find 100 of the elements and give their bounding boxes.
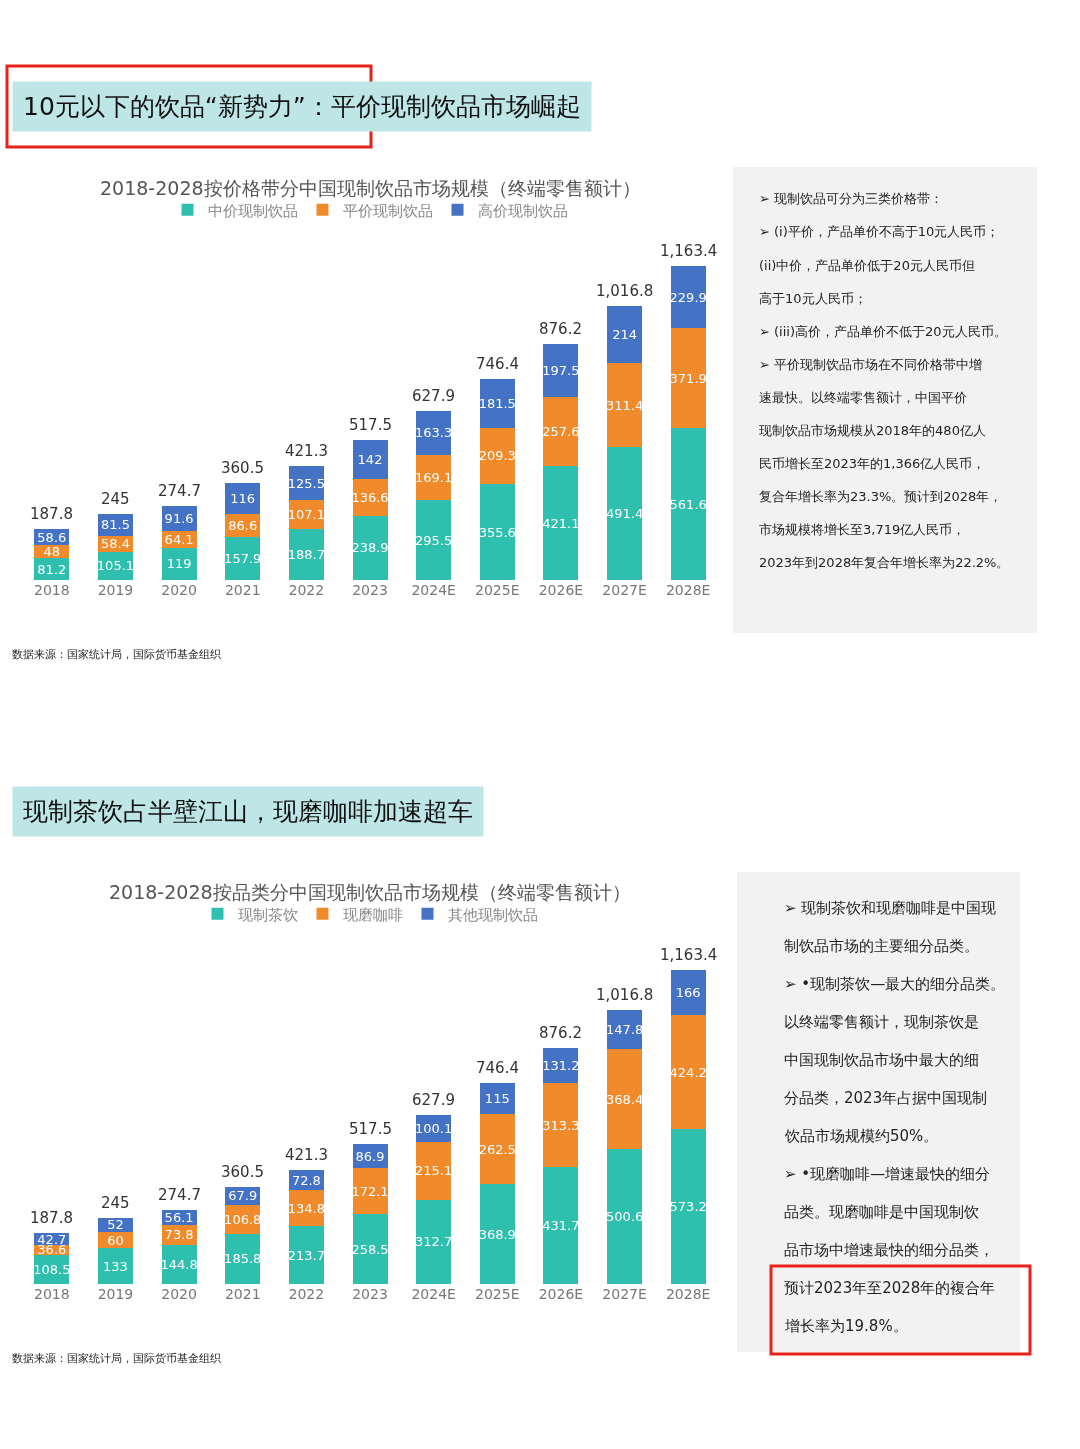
data-label: 52 [107,1217,124,1233]
data-label: 424.2 [669,1064,707,1080]
data-label: 116 [230,490,256,506]
text: 速最快。以终端零售额计，中国平价 [759,390,967,405]
x-tick-label: 2019 [97,1286,134,1302]
bar [479,484,515,580]
legend-label: 平价现制饮品 [342,201,433,220]
text: 分品类，2023年占据中国现制 [784,1089,988,1107]
x-tick-label: 2024E [411,582,456,598]
total-label: 517.5 [349,1120,392,1138]
data-label: 115 [484,1090,510,1106]
x-tick-label: 2027E [602,1286,647,1302]
text: 市场规模将增长至3,719亿人民币， [759,522,966,537]
data-label: 133 [103,1258,128,1274]
data-label: 188.7 [287,547,325,563]
bar [479,1184,515,1284]
text: 2023年到2028年复合年增长率为22.2%。 [759,555,1010,570]
x-tick-label: 2019 [97,582,134,598]
x-tick-label: 2023 [352,1286,388,1302]
total-label: 1,016.8 [596,986,654,1004]
data-label: 107.1 [287,507,325,523]
bar [670,328,706,429]
bar [670,1014,706,1130]
text: 饮品市场规模约50%。 [784,1127,939,1145]
text: ➢ 平价现制饮品市场在不同价格带中增 [759,357,983,372]
data-label: 573.2 [669,1199,707,1215]
data-label: 313.3 [542,1117,580,1133]
source-note: 数据来源：国家统计局，国际货币基金组织 [12,648,221,661]
data-label: 144.8 [160,1256,198,1272]
data-label: 172.1 [351,1183,389,1199]
x-tick-label: 2020 [161,1286,197,1302]
chart-title: 2018-2028按品类分中国现制饮品市场规模（终端零售额计） [109,881,631,903]
data-label: 108.5 [33,1261,71,1277]
data-label: 295.5 [415,532,453,548]
bar [416,1141,452,1200]
data-label: 421.1 [542,515,580,531]
x-tick-label: 2021 [224,582,261,598]
data-label: 56.1 [164,1209,194,1225]
bar [161,547,197,580]
bar [352,1167,388,1215]
text: 品类。现磨咖啡是中国现制饮 [784,1203,979,1221]
data-label: 561.6 [669,496,707,512]
legend-label: 现磨咖啡 [342,905,403,924]
data-label: 197.5 [542,362,580,378]
legend-label: 中价现制饮品 [207,201,298,220]
x-tick-label: 2018 [34,582,70,598]
total-label: 360.5 [221,1163,264,1181]
data-label: 311.4 [605,397,644,413]
x-tick-label: 2028E [665,582,711,598]
data-label: 371.9 [669,370,707,386]
x-tick-label: 2021 [224,1286,261,1302]
bar [607,1148,643,1284]
data-label: 157.9 [224,551,262,567]
text: 制饮品市场的主要细分品类。 [784,937,979,955]
data-label: 142 [357,451,383,467]
data-label: 181.5 [478,395,516,411]
total-label: 1,163.4 [660,242,718,260]
data-label: 81.2 [37,561,67,577]
bar [352,440,388,479]
text: ➢ •现磨咖啡—增速最快的细分 [784,1165,991,1183]
data-label: 100.1 [415,1120,453,1136]
bar [543,396,579,467]
data-label: 262.5 [478,1141,516,1157]
text: 高于10元人民币； [759,291,867,306]
data-label: 72.8 [291,1172,321,1188]
bar [479,1113,515,1185]
total-label: 746.4 [476,355,519,373]
text: 复合年增长率为23.3%。预计到2028年， [759,489,1003,504]
bar [543,343,579,397]
data-label: 431.7 [542,1218,580,1234]
bar [670,428,706,580]
bar [607,305,643,364]
total-label: 876.2 [539,1024,582,1042]
data-label: 48 [43,544,61,560]
total-label: 1,016.8 [596,282,654,300]
legend-label: 高价现制饮品 [477,201,568,220]
data-label: 81.5 [100,517,130,533]
data-label: 500.6 [605,1208,644,1224]
chart-title: 2018-2028按价格带分中国现制饮品市场规模（终端零售额计） [100,177,641,199]
x-tick-label: 2027E [602,582,647,598]
x-tick-label: 2024E [411,1286,456,1302]
total-label: 517.5 [349,416,392,434]
x-tick-label: 2018 [34,1286,70,1302]
bar [543,466,579,580]
data-label: 73.8 [164,1227,194,1243]
bar [479,1082,515,1114]
x-tick-label: 2022 [288,1286,325,1302]
data-label: 58.4 [100,536,130,552]
data-label: 105.1 [96,558,135,574]
bar [607,1049,643,1149]
total-label: 746.4 [476,1059,519,1077]
total-label: 876.2 [539,320,582,338]
data-label: 67.9 [228,1188,258,1204]
bar [607,447,643,580]
x-tick-label: 2026E [538,582,584,598]
text: ➢ 现制茶饮和现磨咖啡是中国现 [784,899,997,917]
bar [416,500,452,580]
data-label: 169.1 [415,469,453,485]
x-tick-label: 2020 [161,582,197,598]
data-label: 258.5 [351,1241,389,1257]
